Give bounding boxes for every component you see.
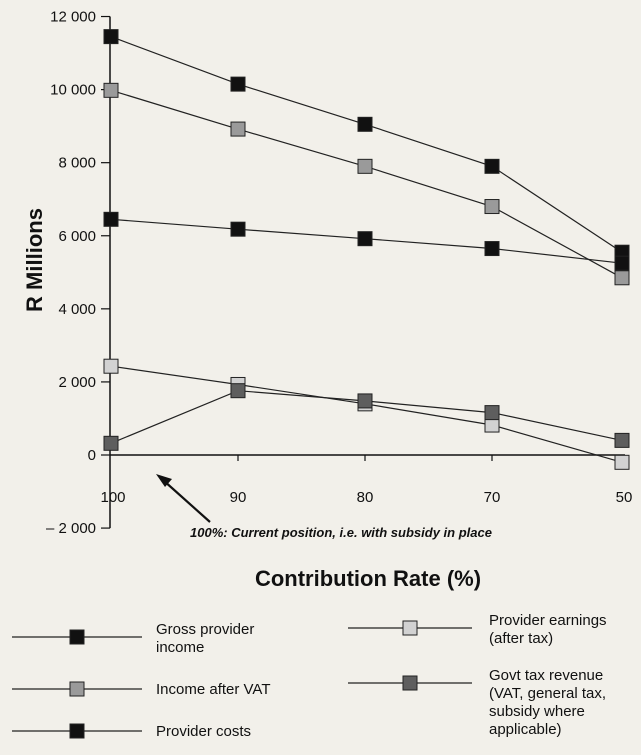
y-tick-label: 8 000	[58, 155, 96, 172]
annotation-text: 100%: Current position, i.e. with subsid…	[190, 525, 492, 540]
legend-label: Provider earnings	[489, 612, 607, 629]
series	[103, 29, 630, 470]
x-tick-label: 90	[230, 489, 247, 506]
x-tick-label: 80	[357, 489, 374, 506]
legend-label: Income after VAT	[156, 681, 271, 698]
legend-label: (after tax)	[489, 630, 553, 647]
series-line	[110, 365, 623, 463]
data-point	[230, 383, 246, 399]
legend-marker	[69, 629, 85, 645]
y-axis-title: R Millions	[22, 208, 47, 312]
y-tick-label: 4 000	[58, 301, 96, 318]
y-tick-label: 2 000	[58, 374, 96, 391]
legend-item: Provider earnings(after tax)	[348, 612, 607, 647]
data-point	[230, 121, 246, 137]
legend-marker	[402, 675, 418, 691]
legend-item: Income after VAT	[12, 681, 271, 698]
x-tick-label: 100	[100, 489, 125, 506]
data-point	[484, 405, 500, 421]
axes: 12 000 10 000 8 000 6 000 4 000 2 000 0 – 2 000…	[46, 9, 632, 538]
y-tick-label: 12 000	[50, 9, 96, 26]
data-point	[230, 76, 246, 92]
x-tick-label: 70	[484, 489, 501, 506]
data-point	[103, 358, 119, 374]
data-point	[357, 231, 373, 247]
legend-label: (VAT, general tax,	[489, 685, 606, 702]
data-point	[357, 158, 373, 174]
data-point	[357, 393, 373, 409]
series-3	[103, 211, 630, 271]
legend-label: applicable)	[489, 721, 562, 738]
data-point	[484, 158, 500, 174]
legend-marker	[69, 723, 85, 739]
legend-label: income	[156, 639, 204, 656]
x-tick-label: 50	[616, 489, 633, 506]
data-point	[484, 417, 500, 433]
legend-label: subsidy where	[489, 703, 585, 720]
data-point	[103, 211, 119, 227]
y-tick-label: 6 000	[58, 228, 96, 245]
data-point	[614, 432, 630, 448]
data-point	[484, 199, 500, 215]
data-point	[103, 29, 119, 45]
data-point	[614, 270, 630, 286]
y-ticks: 12 000 10 000 8 000 6 000 4 000 2 000 0 – 2 000	[46, 9, 110, 537]
legend-marker	[69, 681, 85, 697]
data-point	[614, 255, 630, 271]
data-point	[230, 221, 246, 237]
series-5	[103, 383, 630, 451]
data-point	[484, 241, 500, 257]
annotation-arrow	[162, 479, 211, 523]
legend-item: Provider costs	[12, 723, 251, 740]
data-point	[103, 435, 119, 451]
annotation: 100%: Current position, i.e. with subsid…	[156, 474, 492, 540]
series-line	[110, 36, 623, 253]
x-axis-title: Contribution Rate (%)	[255, 566, 481, 591]
series-2	[103, 82, 630, 286]
y-tick-label: – 2 000	[46, 520, 96, 537]
legend-marker	[402, 620, 418, 636]
annotation-arrowhead	[156, 474, 172, 487]
y-tick-label: 10 000	[50, 82, 96, 99]
legend-label: Gross provider	[156, 621, 254, 638]
legend-label: Govt tax revenue	[489, 667, 603, 684]
series-4	[103, 358, 630, 470]
data-point	[103, 82, 119, 98]
y-tick-label: 0	[88, 447, 96, 464]
data-point	[357, 116, 373, 132]
legend-label: Provider costs	[156, 723, 251, 740]
data-point	[614, 454, 630, 470]
x-ticks: 100 90 80 70 50	[100, 455, 632, 506]
legend-item: Govt tax revenue(VAT, general tax,subsid…	[348, 667, 606, 738]
